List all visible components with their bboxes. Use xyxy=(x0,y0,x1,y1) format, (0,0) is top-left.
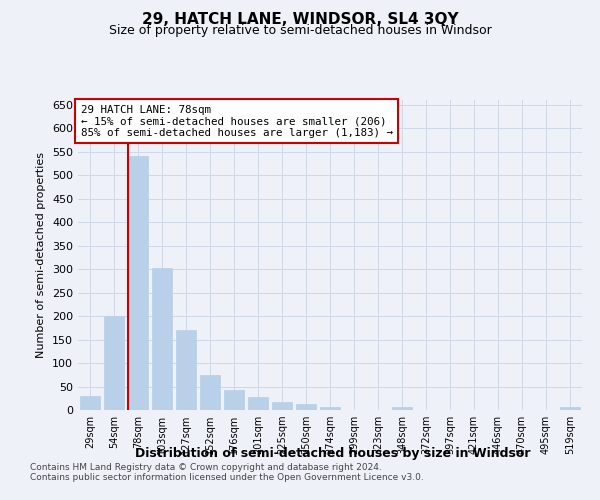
Text: Contains HM Land Registry data © Crown copyright and database right 2024.: Contains HM Land Registry data © Crown c… xyxy=(30,464,382,472)
Bar xyxy=(152,268,172,410)
Text: 29, HATCH LANE, WINDSOR, SL4 3QY: 29, HATCH LANE, WINDSOR, SL4 3QY xyxy=(142,12,458,28)
Bar xyxy=(296,404,316,410)
Bar xyxy=(560,407,580,410)
Bar xyxy=(176,330,196,410)
Bar xyxy=(104,316,124,410)
Y-axis label: Number of semi-detached properties: Number of semi-detached properties xyxy=(37,152,46,358)
Text: 29 HATCH LANE: 78sqm
← 15% of semi-detached houses are smaller (206)
85% of semi: 29 HATCH LANE: 78sqm ← 15% of semi-detac… xyxy=(80,104,392,138)
Text: Size of property relative to semi-detached houses in Windsor: Size of property relative to semi-detach… xyxy=(109,24,491,37)
Bar xyxy=(128,156,148,410)
Bar xyxy=(80,396,100,410)
Bar xyxy=(320,406,340,410)
Bar xyxy=(200,375,220,410)
Text: Distribution of semi-detached houses by size in Windsor: Distribution of semi-detached houses by … xyxy=(135,448,531,460)
Bar xyxy=(272,402,292,410)
Bar xyxy=(224,390,244,410)
Bar xyxy=(248,398,268,410)
Bar xyxy=(392,407,412,410)
Text: Contains public sector information licensed under the Open Government Licence v3: Contains public sector information licen… xyxy=(30,473,424,482)
